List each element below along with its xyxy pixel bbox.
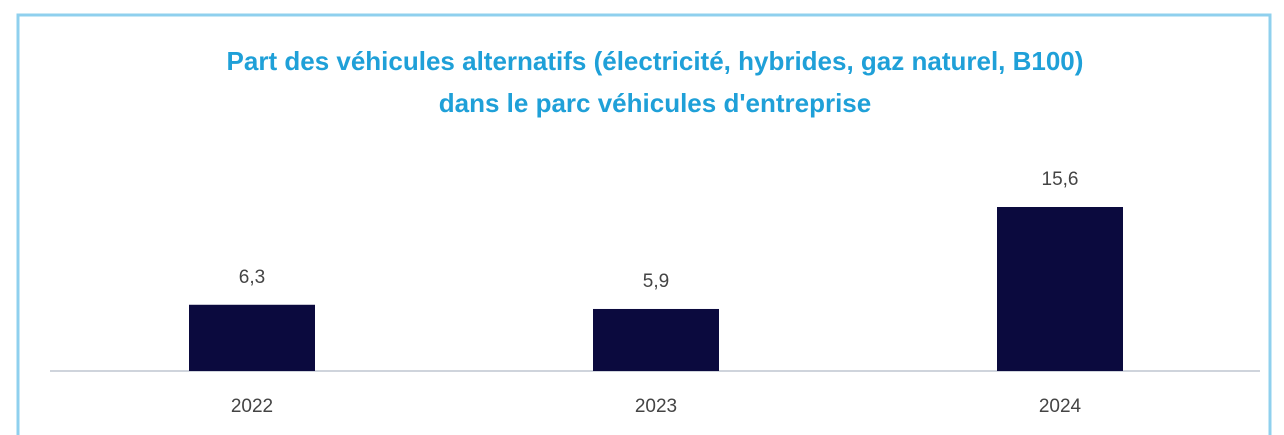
bar: [189, 304, 315, 371]
value-label: 15,6: [1042, 169, 1079, 190]
chart-title: Part des véhicules alternatifs (électric…: [226, 46, 1084, 118]
bar: [997, 207, 1123, 371]
x-tick-label: 2023: [635, 396, 677, 417]
frame: [16, 13, 1272, 435]
bar: [593, 308, 719, 371]
x-tick-label: 2024: [1039, 396, 1082, 417]
x-tick-label: 2022: [231, 396, 273, 417]
value-label: 5,9: [643, 271, 669, 292]
value-label: 6,3: [239, 267, 265, 288]
